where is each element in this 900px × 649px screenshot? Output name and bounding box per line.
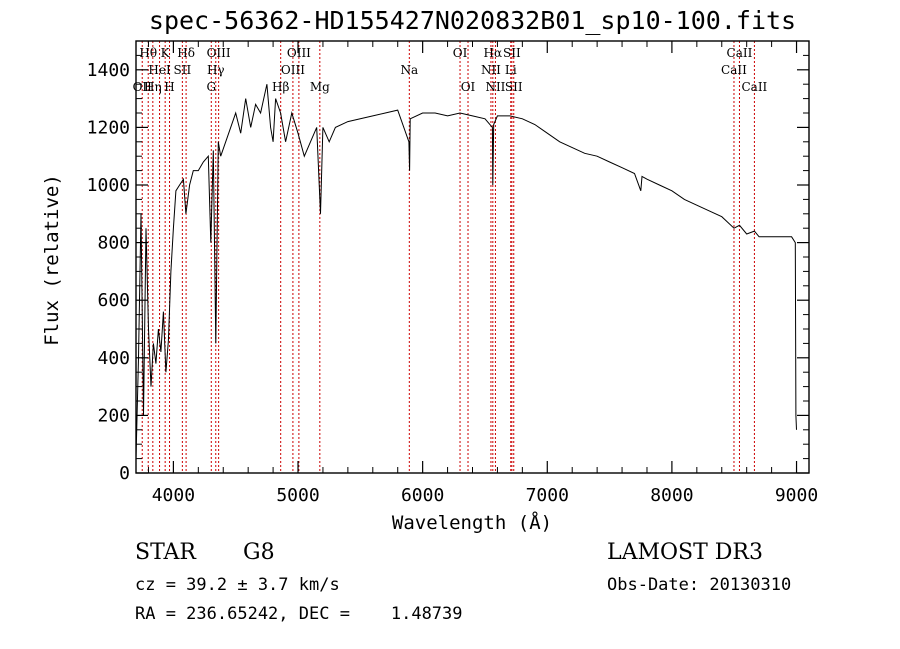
spectral-line-label: SII (174, 63, 192, 77)
spectral-line-label: Hθ (139, 46, 157, 60)
y-tick-label: 1000 (87, 175, 130, 196)
spectral-line-label: OI (461, 80, 476, 94)
x-tick-label: 5000 (276, 485, 319, 506)
spectral-line-label: Hγ (207, 63, 225, 77)
spectral-line-label: OIII (287, 46, 311, 60)
spectral-line-label: Hη (144, 80, 162, 94)
spectral-line-label: OI (453, 46, 468, 60)
spectral-line-label: OIII (207, 46, 231, 60)
spectral-line-label: CaII (741, 80, 767, 94)
spectral-line-label: OIII (281, 63, 305, 77)
x-axis-label: Wavelength (Å) (392, 511, 552, 534)
x-tick-label: 8000 (650, 485, 693, 506)
spectral-line-label: H (164, 80, 174, 94)
ra-dec: RA = 236.65242, DEC = 1.48739 (135, 604, 463, 624)
y-tick-label: 0 (119, 463, 130, 484)
spectral-line-label: Li (505, 63, 517, 77)
spectral-line-label: Hδ (177, 46, 195, 60)
observation-date: Obs-Date: 20130310 (607, 575, 792, 595)
spectral-line-label: SII (505, 80, 523, 94)
spectral-line-label: OII (133, 80, 153, 94)
y-tick-label: 1200 (87, 117, 130, 138)
spectral-line-label: SII (503, 46, 521, 60)
spectral-line-label: K (161, 46, 171, 60)
y-tick-label: 600 (97, 290, 130, 311)
x-tick-label: 6000 (401, 485, 444, 506)
spectrum-series-line (135, 84, 797, 459)
chart-title: spec-56362-HD155427N020832B01_sp10-100.f… (148, 6, 797, 35)
spectral-line-label: HeI (148, 63, 171, 77)
spectral-line-label: Mg (310, 80, 330, 94)
spectral-line-label: Hβ (272, 80, 289, 94)
y-tick-label: 400 (97, 348, 130, 369)
spectral-line-label: CaII (721, 63, 747, 77)
redshift-velocity: cz = 39.2 ± 3.7 km/s (135, 575, 340, 595)
x-tick-label: 7000 (526, 485, 569, 506)
y-tick-label: 200 (97, 405, 130, 426)
spectral-line-label: Na (400, 63, 418, 77)
plot-frame (135, 40, 810, 474)
x-tick-label: 9000 (775, 485, 818, 506)
spectral-line-label: CaII (727, 46, 753, 60)
spectral-line-label: NII (485, 80, 505, 94)
y-tick-label: 1400 (87, 60, 130, 81)
survey-name: LAMOST DR3 (607, 540, 763, 565)
y-axis-label: Flux (relative) (41, 174, 63, 346)
spectral-line-label: G (206, 80, 216, 94)
spectral-line-label: Hα (484, 46, 503, 60)
x-tick-label: 4000 (152, 485, 195, 506)
object-class: STAR (135, 540, 196, 565)
y-tick-label: 800 (97, 233, 130, 254)
object-subclass: G8 (243, 540, 275, 565)
spectral-line-label: NII (481, 63, 501, 77)
